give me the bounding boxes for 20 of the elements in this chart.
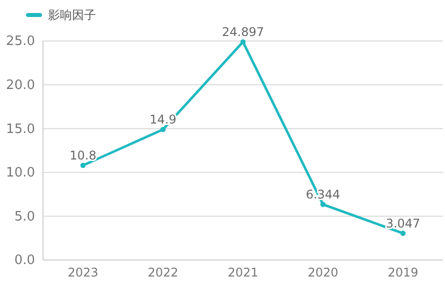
y-tick-label: 0.0 xyxy=(14,253,35,268)
y-tick-label: 20.0 xyxy=(6,78,35,93)
y-tick-label: 10.0 xyxy=(6,166,35,181)
y-tick-label: 15.0 xyxy=(6,122,35,137)
data-label: 10.8 xyxy=(70,148,96,162)
data-label: 24.897 xyxy=(222,24,264,39)
data-label: 3.047 xyxy=(386,216,420,230)
x-tick-label: 2019 xyxy=(388,266,418,280)
point xyxy=(160,126,166,132)
point xyxy=(320,202,326,208)
point xyxy=(80,162,86,168)
y-tick-label: 25.0 xyxy=(6,34,35,50)
x-tick-label: 2021 xyxy=(228,266,258,280)
point xyxy=(400,230,406,236)
x-tick-label: 2020 xyxy=(308,266,338,280)
point xyxy=(240,39,246,45)
legend-label: 影响因子 xyxy=(48,8,96,22)
y-tick-label: 5.0 xyxy=(14,209,35,224)
x-tick-label: 2022 xyxy=(148,266,178,280)
x-tick-label: 2023 xyxy=(68,266,98,280)
